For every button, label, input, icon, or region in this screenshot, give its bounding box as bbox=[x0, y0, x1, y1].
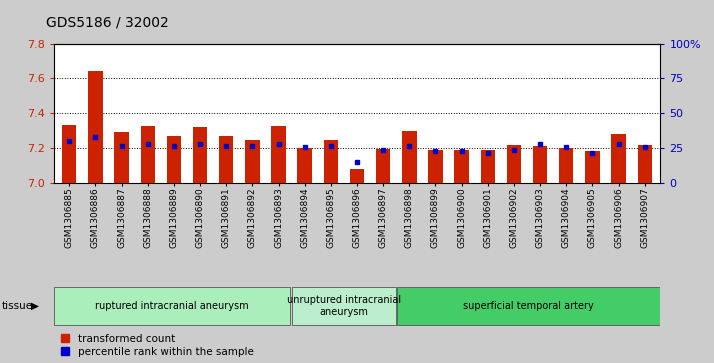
Bar bbox=[219, 136, 233, 183]
Bar bbox=[62, 125, 76, 183]
Legend: transformed count, percentile rank within the sample: transformed count, percentile rank withi… bbox=[59, 332, 256, 359]
Bar bbox=[141, 126, 155, 183]
Bar bbox=[533, 146, 548, 183]
Bar bbox=[245, 140, 260, 183]
FancyBboxPatch shape bbox=[398, 287, 660, 325]
Bar bbox=[166, 136, 181, 183]
Bar bbox=[298, 148, 312, 183]
Bar bbox=[585, 151, 600, 183]
FancyBboxPatch shape bbox=[54, 287, 290, 325]
Text: ruptured intracranial aneurysm: ruptured intracranial aneurysm bbox=[96, 301, 249, 311]
Bar bbox=[454, 150, 469, 183]
Bar bbox=[271, 126, 286, 183]
Text: unruptured intracranial
aneurysm: unruptured intracranial aneurysm bbox=[287, 295, 401, 317]
Bar bbox=[402, 131, 416, 183]
Text: tissue: tissue bbox=[1, 301, 33, 311]
Bar bbox=[114, 132, 129, 183]
Bar bbox=[559, 147, 573, 183]
Text: GDS5186 / 32002: GDS5186 / 32002 bbox=[46, 15, 169, 29]
Text: ▶: ▶ bbox=[31, 301, 39, 311]
Bar bbox=[193, 127, 207, 183]
Text: superficial temporal artery: superficial temporal artery bbox=[463, 301, 594, 311]
FancyBboxPatch shape bbox=[292, 287, 396, 325]
Bar bbox=[323, 140, 338, 183]
Bar bbox=[481, 150, 495, 183]
Bar bbox=[428, 150, 443, 183]
Bar bbox=[507, 145, 521, 183]
Bar bbox=[350, 170, 364, 183]
Bar bbox=[89, 71, 103, 183]
Bar bbox=[611, 134, 625, 183]
Bar bbox=[638, 145, 652, 183]
Bar bbox=[376, 149, 391, 183]
